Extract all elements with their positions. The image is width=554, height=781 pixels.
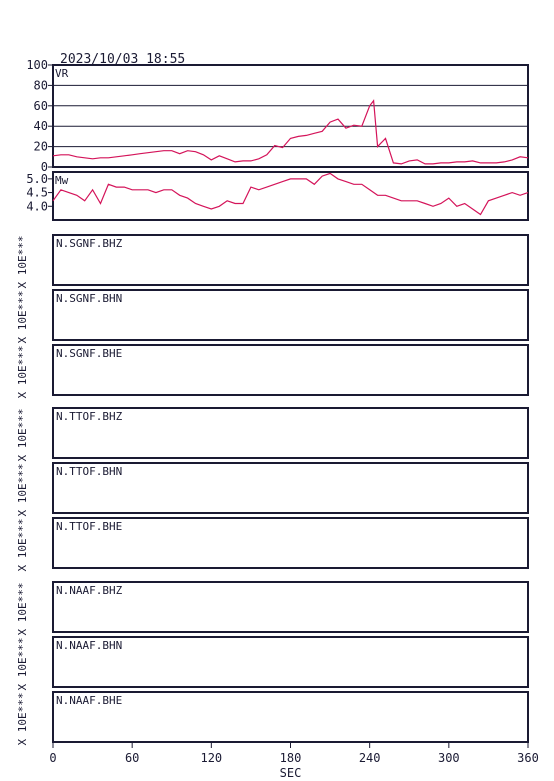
trace-panel-label: N.NAAF.BHE (56, 694, 122, 707)
vr-ytick-label: 0 (41, 160, 48, 174)
trace-panel-frame (52, 691, 529, 743)
xtick-label: 360 (517, 751, 539, 765)
trace-scale-label: X 10E*** (16, 409, 29, 462)
vr-ytick-label: 80 (34, 78, 48, 92)
trace-scale-label: X 10E*** (16, 638, 29, 691)
trace-panel-label: N.TTOF.BHN (56, 465, 122, 478)
trace-panel-frame (52, 636, 529, 688)
xtick-label: 60 (125, 751, 139, 765)
vr-ytick-label: 100 (26, 58, 48, 72)
xtick-label: 240 (359, 751, 381, 765)
timestamp: 2023/10/03 18:55 (60, 52, 185, 67)
trace-panel-label: N.TTOF.BHZ (56, 410, 123, 423)
trace-panel-frame (52, 344, 529, 396)
xtick-label: 120 (200, 751, 222, 765)
vr-panel-label: VR (55, 67, 69, 80)
trace-panel-label: N.SGNF.BHZ (56, 237, 123, 250)
vr-ytick-label: 60 (34, 99, 48, 113)
trace-panel-label: N.NAAF.BHN (56, 639, 122, 652)
trace-scale-label: X 10E*** (16, 346, 29, 399)
mw-panel-frame (52, 171, 529, 221)
trace-scale-label: X 10E*** (16, 693, 29, 746)
vr-panel-frame (52, 64, 529, 168)
trace-panel-frame (52, 517, 529, 569)
trace-panel-label: N.NAAF.BHZ (56, 584, 123, 597)
trace-scale-label: X 10E*** (16, 236, 29, 289)
mw-ytick-label: 4.5 (26, 186, 48, 200)
trace-panel-frame (52, 407, 529, 459)
trace-scale-label: X 10E*** (16, 519, 29, 572)
trace-panel-frame (52, 234, 529, 286)
mw-ytick-label: 4.0 (26, 199, 48, 213)
xtick-label: 0 (49, 751, 56, 765)
vr-ytick-label: 20 (34, 140, 48, 154)
trace-scale-label: X 10E*** (16, 583, 29, 636)
mw-ytick-label: 5.0 (26, 172, 48, 186)
trace-panel-frame (52, 462, 529, 514)
vr-series-line (52, 99, 529, 165)
trace-scale-label: X 10E*** (16, 291, 29, 344)
trace-panel-label: N.TTOF.BHE (56, 520, 122, 533)
xtick-label: 300 (438, 751, 460, 765)
xtick-label: 180 (280, 751, 302, 765)
trace-panel-label: N.SGNF.BHE (56, 347, 122, 360)
trace-panel-frame (52, 289, 529, 341)
mw-panel-label: Mw (55, 174, 69, 187)
mw-series-line (52, 172, 529, 216)
trace-panel-label: N.SGNF.BHN (56, 292, 122, 305)
trace-panel-frame (52, 581, 529, 633)
vr-ytick-label: 40 (34, 119, 48, 133)
x-axis-title: SEC (280, 766, 302, 780)
trace-scale-label: X 10E*** (16, 464, 29, 517)
